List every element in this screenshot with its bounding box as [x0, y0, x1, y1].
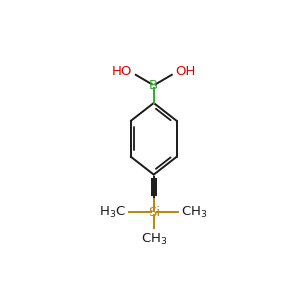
- Text: Si: Si: [148, 206, 160, 219]
- Text: B: B: [149, 79, 158, 92]
- Text: CH$_3$: CH$_3$: [181, 205, 208, 220]
- Text: OH: OH: [176, 65, 196, 78]
- Text: CH$_3$: CH$_3$: [140, 232, 167, 247]
- Text: H$_3$C: H$_3$C: [99, 205, 126, 220]
- Text: HO: HO: [111, 65, 132, 78]
